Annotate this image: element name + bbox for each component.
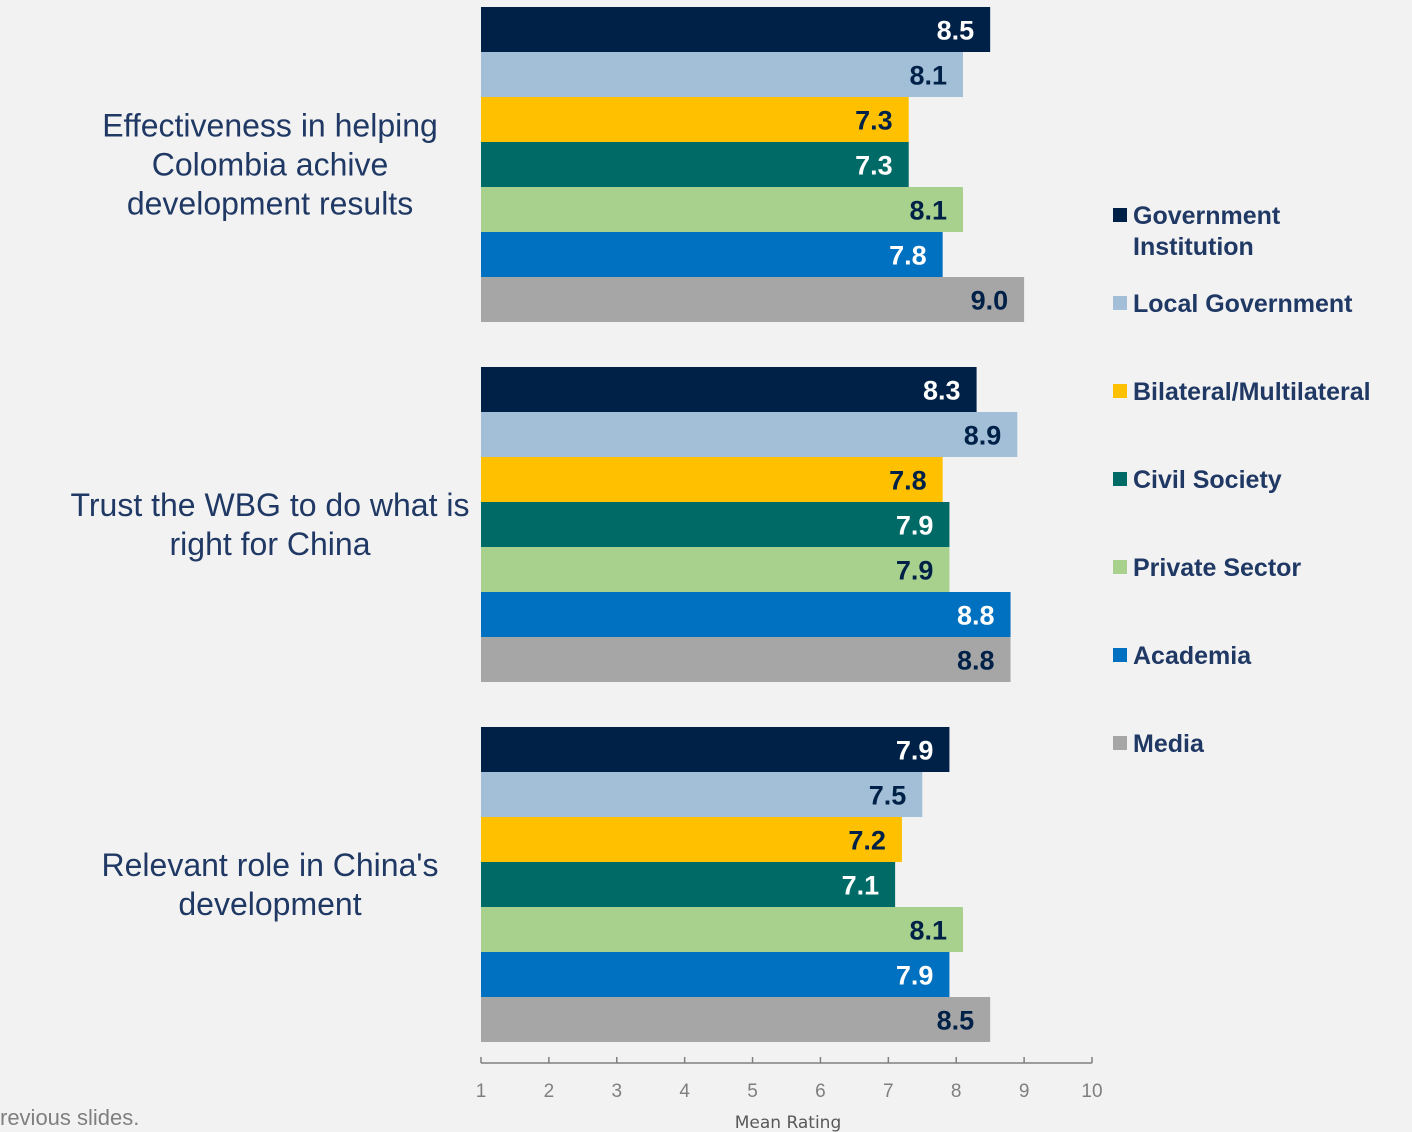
legend-swatch (1113, 296, 1127, 310)
bar-1-7 (481, 277, 1025, 322)
legend-swatch (1113, 736, 1127, 750)
bar-2-4 (481, 502, 950, 547)
x-tick-label: 7 (883, 1081, 894, 1102)
value-label: 7.8 (889, 466, 927, 496)
x-axis: 1 2 3 4 5 6 7 8 9 10 (476, 1057, 1103, 1102)
value-label: 7.3 (855, 106, 893, 136)
value-label: 8.8 (957, 601, 995, 631)
footnote: revious slides. (0, 1105, 139, 1130)
value-label: 8.8 (957, 646, 995, 676)
legend-label: Government Institution (1133, 202, 1281, 261)
bar-1-1 (481, 7, 991, 52)
category-label: Effectiveness in helping Colombia achive d… (102, 108, 438, 222)
x-tick-label: 3 (611, 1081, 622, 1102)
bars-group (481, 7, 1025, 1042)
bar-3-1 (481, 727, 950, 772)
legend-swatch (1113, 648, 1127, 662)
category-label: Relevant role in China's development (102, 847, 439, 922)
value-label: 9.0 (971, 286, 1009, 316)
bar-3-6 (481, 952, 950, 997)
value-label: 7.3 (855, 151, 893, 181)
x-tick-label: 10 (1081, 1081, 1102, 1102)
value-label: 7.5 (869, 781, 907, 811)
legend-label: Civil Society (1133, 466, 1282, 494)
bar-3-2 (481, 772, 923, 817)
bar-1-3 (481, 97, 909, 142)
bar-2-2 (481, 412, 1018, 457)
legend-label: Bilateral/Multilateral (1133, 378, 1371, 406)
value-label: 7.1 (842, 871, 880, 901)
value-label: 8.1 (909, 61, 947, 91)
bar-2-6 (481, 592, 1011, 637)
category-label: Trust the WBG to do what is right for Chi… (71, 487, 470, 562)
bar-1-2 (481, 52, 964, 97)
bar-1-4 (481, 142, 909, 187)
bar-2-7 (481, 637, 1011, 682)
legend-swatch (1113, 560, 1127, 574)
value-label: 8.9 (964, 421, 1002, 451)
value-label: 7.9 (896, 511, 934, 541)
value-label: 8.1 (909, 916, 947, 946)
category-labels-group: Effectiveness in helping Colombia achive d… (71, 108, 470, 923)
legend-swatch (1113, 208, 1127, 222)
x-tick-label: 9 (1019, 1081, 1030, 1102)
legend-label: Academia (1133, 642, 1252, 670)
value-label: 7.9 (896, 556, 934, 586)
bar-3-7 (481, 997, 991, 1042)
value-label: 7.9 (896, 736, 934, 766)
bar-1-5 (481, 187, 964, 232)
legend-label: Media (1133, 730, 1205, 758)
legend-label: Private Sector (1133, 554, 1301, 582)
value-labels-group: 8.5 8.1 7.3 7.3 8.1 7.8 9.0 8.38.9 7.8 7.9 7.9 8.8 8… (842, 16, 1009, 1036)
value-label: 8.5 (937, 16, 975, 46)
value-label: 8.3 (923, 376, 961, 406)
x-tick-label: 2 (544, 1081, 555, 1102)
value-label: 7.8 (889, 241, 927, 271)
value-label: 7.2 (848, 826, 886, 856)
x-tick-label: 1 (476, 1081, 487, 1102)
value-label: 8.5 (937, 1006, 975, 1036)
legend-label: Local Government (1133, 290, 1353, 318)
value-label: 8.1 (909, 196, 947, 226)
x-tick-label: 5 (747, 1081, 758, 1102)
legend-swatch (1113, 472, 1127, 486)
bar-2-1 (481, 367, 977, 412)
bar-3-4 (481, 862, 896, 907)
bar-1-6 (481, 232, 943, 277)
legend: Government Institution Local Government Bil… (1113, 202, 1371, 758)
value-label: 7.9 (896, 961, 934, 991)
x-tick-label: 4 (679, 1081, 690, 1102)
bar-3-3 (481, 817, 902, 862)
bar-2-3 (481, 457, 943, 502)
x-axis-title: Mean Rating (735, 1113, 842, 1132)
x-tick-label: 6 (815, 1081, 826, 1102)
bar-3-5 (481, 907, 964, 952)
legend-swatch (1113, 384, 1127, 398)
x-tick-label: 8 (951, 1081, 962, 1102)
bar-2-5 (481, 547, 950, 592)
